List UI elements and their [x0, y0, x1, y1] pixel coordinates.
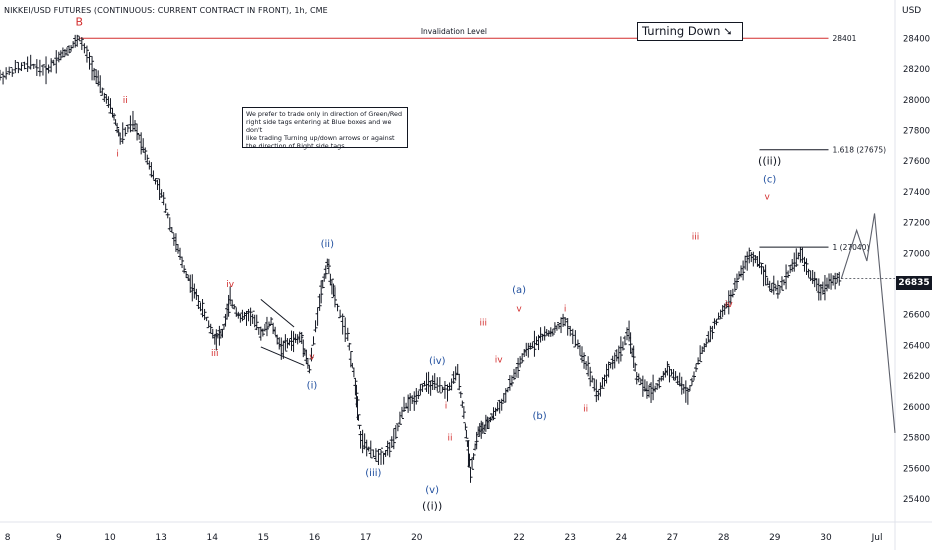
wave-label: iii	[211, 349, 219, 359]
wave-label: ii	[123, 96, 128, 106]
arrow-down-right-icon: ➘	[723, 25, 733, 38]
x-tick-label: 23	[565, 533, 576, 543]
y-tick-label: 26000	[903, 403, 930, 413]
y-tick-label: 28400	[903, 34, 930, 44]
wave-label: ii	[583, 404, 588, 414]
x-tick-label: 14	[207, 533, 219, 543]
y-tick-label: 28000	[903, 96, 930, 106]
wave-label: iii	[480, 318, 488, 328]
x-tick-label: 30	[820, 533, 832, 543]
trading-note: We prefer to trade only in direction of …	[242, 107, 408, 150]
x-tick-label: 15	[258, 533, 269, 543]
wave-label: (ii)	[321, 239, 334, 250]
x-tick-label: Jul	[871, 533, 883, 543]
wave-label: ((ii))	[758, 154, 781, 167]
wave-label: i	[445, 401, 448, 411]
y-tick-label: 25800	[903, 434, 930, 444]
y-tick-label: 25600	[903, 464, 930, 474]
x-tick-label: 22	[513, 533, 524, 543]
x-tick-label: 10	[104, 533, 116, 543]
y-tick-label: 26200	[903, 372, 930, 382]
triangle-lower-line	[260, 346, 305, 366]
note-line: like trading Turning up/down arrows or a…	[246, 134, 395, 142]
x-tick-label: 13	[155, 533, 166, 543]
note-line: right side tags entering at Blue boxes a…	[246, 118, 392, 134]
wave-label: B	[75, 15, 83, 28]
wave-label: iv	[226, 280, 235, 290]
x-tick-label: 28	[718, 533, 730, 543]
wave-label: i	[564, 305, 567, 315]
y-tick-label: 27400	[903, 188, 930, 198]
y-tick-label: 28200	[903, 65, 930, 75]
wave-label: (iv)	[429, 356, 446, 367]
x-tick-label: 17	[360, 533, 371, 543]
reference-value-label: 28401	[833, 34, 857, 43]
x-tick-label: 24	[616, 533, 628, 543]
wave-label: (a)	[512, 285, 526, 296]
y-tick-label: 26600	[903, 311, 930, 321]
y-tick-label: 27600	[903, 157, 930, 167]
x-tick-label: 16	[309, 533, 321, 543]
current-price-tag: 26835	[896, 276, 932, 290]
x-tick-label: 27	[667, 533, 678, 543]
wave-label: (b)	[532, 411, 546, 422]
projection-path	[840, 213, 896, 434]
reference-line-label: Invalidation Level	[421, 27, 487, 36]
note-line: the direction of Right side tags	[246, 142, 345, 150]
wave-label: (iii)	[365, 468, 381, 479]
wave-label: iii	[692, 233, 700, 243]
note-line: We prefer to trade only in direction of …	[246, 110, 403, 118]
x-tick-label: 9	[56, 533, 62, 543]
wave-label: iv	[495, 355, 504, 365]
reference-value-label: 1.618 (27675)	[833, 146, 887, 155]
wave-label: (i)	[307, 380, 318, 391]
wave-label: i	[116, 150, 119, 160]
wave-label: (c)	[763, 175, 776, 186]
y-tick-label: 27200	[903, 219, 930, 229]
y-tick-label: 27000	[903, 249, 930, 259]
chart-title: NIKKEI/USD FUTURES (CONTINUOUS: CURRENT …	[4, 6, 328, 15]
turning-down-text: Turning Down	[642, 24, 721, 38]
triangle-upper-line	[260, 298, 295, 328]
wave-label: iv	[725, 300, 734, 310]
currency-label: USD	[902, 6, 922, 16]
y-tick-label: 26400	[903, 341, 930, 351]
x-tick-label: 8	[5, 533, 11, 543]
wave-label: v	[309, 352, 315, 362]
wave-label: v	[516, 305, 522, 315]
y-tick-label: 25400	[903, 495, 930, 505]
wave-label: (v)	[425, 485, 439, 496]
wave-label: ((i))	[422, 500, 442, 513]
y-tick-label: 27800	[903, 127, 930, 137]
x-tick-label: 20	[411, 533, 423, 543]
wave-label: ii	[448, 434, 453, 444]
wave-label: v	[764, 193, 770, 203]
x-tick-label: 29	[769, 533, 781, 543]
turning-down-label[interactable]: Turning Down ➘	[637, 22, 743, 41]
